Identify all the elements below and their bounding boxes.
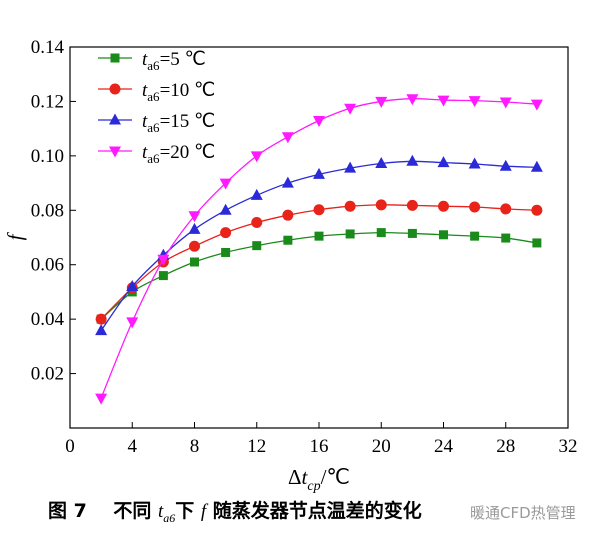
- data-point-series-3: [530, 160, 543, 172]
- caption-fvar: f: [200, 501, 207, 522]
- data-point-series-2: [95, 313, 107, 325]
- data-point-series-1: [532, 238, 542, 248]
- data-point-series-1: [283, 235, 293, 245]
- data-point-series-1: [501, 233, 511, 243]
- data-point-series-4: [437, 95, 450, 107]
- data-point-series-1: [252, 241, 262, 251]
- data-point-series-3: [313, 167, 325, 179]
- data-point-series-4: [530, 99, 543, 111]
- data-point-series-3: [406, 154, 419, 166]
- data-point-series-4: [219, 178, 232, 190]
- y-tick-label: 0.12: [31, 91, 64, 112]
- data-point-series-4: [344, 103, 357, 115]
- data-point-series-2: [469, 201, 481, 213]
- data-point-series-3: [250, 188, 263, 200]
- data-point-series-3: [375, 156, 388, 168]
- data-point-series-2: [251, 217, 263, 229]
- data-point-series-1: [345, 229, 355, 239]
- data-point-series-4: [250, 151, 263, 163]
- data-point-series-3: [95, 324, 108, 336]
- data-point-series-4: [126, 317, 139, 329]
- y-tick-label: 0.04: [31, 309, 65, 330]
- data-point-series-4: [499, 97, 512, 109]
- data-point-series-4: [313, 115, 325, 127]
- x-tick-label: 12: [247, 436, 266, 457]
- data-point-series-2: [375, 199, 387, 211]
- x-axis-title: Δtcp/℃: [288, 465, 350, 494]
- legend-marker-2: [109, 83, 121, 95]
- chart: 0 4 8 12 16 20 24 28 32 0.02 0.04 0.06 0.08 0.10 0.12 0…: [3, 37, 578, 494]
- x-tick-label: 4: [128, 436, 138, 457]
- legend-label-1: ta6=5 ℃: [142, 49, 206, 73]
- data-point-series-3: [437, 156, 450, 168]
- caption-post: 随蒸发器节点温差的变化: [212, 500, 422, 522]
- caption-fig-number: 图 7: [48, 500, 87, 522]
- data-point-series-2: [189, 240, 200, 252]
- x-tick-label: 28: [496, 436, 515, 457]
- legend-label-3: ta6=15 ℃: [142, 111, 215, 135]
- data-point-series-3: [344, 161, 357, 173]
- data-point-series-3: [219, 203, 232, 215]
- data-point-series-1: [407, 228, 417, 238]
- legend-label-4: ta6=20 ℃: [142, 142, 215, 166]
- x-tick-label: 0: [65, 436, 75, 457]
- y-tick-label: 0.02: [31, 364, 64, 385]
- y-tick-label: 0.08: [31, 200, 64, 221]
- data-point-series-1: [190, 257, 199, 267]
- data-point-series-2: [220, 227, 232, 239]
- data-point-series-2: [500, 203, 512, 215]
- data-point-series-2: [313, 204, 325, 216]
- data-point-series-4: [281, 132, 294, 144]
- data-point-series-1: [439, 230, 448, 240]
- data-point-series-4: [468, 96, 481, 108]
- data-point-series-3: [499, 159, 512, 171]
- series-line-3: [100, 160, 537, 331]
- legend-marker-1: [110, 53, 120, 63]
- x-tick-label: 8: [190, 436, 200, 457]
- data-point-series-2: [406, 199, 418, 211]
- legend-marker-3: [109, 113, 121, 125]
- data-point-series-1: [158, 271, 168, 281]
- y-axis-title: f: [3, 231, 27, 240]
- data-point-series-2: [282, 209, 294, 221]
- x-tick-label: 24: [434, 436, 454, 457]
- caption-sub: a6: [163, 510, 176, 525]
- legend-label-2: ta6=10 ℃: [142, 80, 215, 104]
- data-point-series-1: [314, 231, 324, 241]
- caption-pre: 不同: [113, 500, 152, 522]
- data-point-series-2: [344, 200, 356, 212]
- data-point-series-2: [531, 204, 543, 216]
- data-point-series-3: [188, 222, 201, 234]
- data-point-series-4: [95, 393, 108, 405]
- x-tick-label: 16: [310, 436, 329, 457]
- data-point-series-1: [376, 228, 386, 238]
- caption-mid: 下: [175, 500, 195, 522]
- data-point-series-3: [126, 279, 139, 291]
- y-tick-label: 0.10: [31, 146, 64, 167]
- x-tick-label: 20: [372, 436, 391, 457]
- data-point-series-3: [468, 157, 481, 169]
- data-point-series-1: [221, 247, 231, 257]
- watermark: 暖通CFD热管理: [470, 504, 576, 522]
- data-point-series-4: [157, 254, 170, 266]
- data-point-series-1: [470, 231, 480, 241]
- figure-caption: 图 7 不同 ta6下 f 随蒸发器节点温差的变化: [0, 496, 604, 526]
- data-point-series-2: [438, 200, 449, 212]
- data-point-series-4: [375, 96, 388, 108]
- data-point-series-4: [188, 211, 201, 223]
- data-point-series-3: [281, 176, 294, 188]
- legend-marker-4: [109, 146, 121, 158]
- data-point-series-4: [406, 94, 419, 106]
- caption-var: t: [157, 501, 164, 522]
- y-tick-label: 0.14: [31, 37, 65, 58]
- x-tick-label: 32: [559, 436, 578, 457]
- y-tick-label: 0.06: [31, 255, 64, 276]
